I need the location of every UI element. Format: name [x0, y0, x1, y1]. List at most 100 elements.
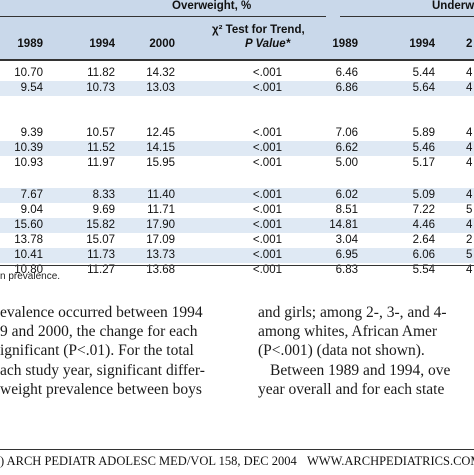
col-header-ow-1994: 1994	[89, 38, 115, 50]
cell-uw-1989: 14.81	[329, 219, 358, 231]
cell-uw-1994: 6.06	[412, 249, 435, 261]
cell-uw-1989: 3.04	[335, 234, 358, 246]
cell-ow-1994: 15.07	[86, 234, 115, 246]
cell-ow-2000: 17.90	[146, 219, 175, 231]
table-row: 10.39 11.52 14.15 <.001 6.62 5.46 4	[0, 141, 474, 156]
table-row: 7.67 8.33 11.40 <.001 6.02 5.09 4	[0, 188, 474, 203]
cell-ow-1994: 8.33	[92, 189, 115, 201]
trend-header-line1: χ² Test for Trend,	[212, 24, 305, 36]
cell-ow-2000: 13.03	[146, 82, 175, 94]
cell-uw-2000: 5	[466, 204, 473, 216]
cell-trend-p: <.001	[252, 67, 282, 79]
cell-ow-1989: 10.39	[14, 142, 43, 154]
cell-uw-1994: 5.54	[412, 264, 435, 276]
cell-ow-1994: 11.73	[87, 249, 115, 261]
cell-ow-1994: 15.82	[86, 219, 115, 231]
cell-ow-1989: 10.80	[14, 264, 43, 276]
cell-uw-1989: 6.86	[335, 82, 358, 94]
table-row: 13.78 15.07 17.09 <.001 3.04 2.64 2	[0, 233, 474, 248]
table-row: 15.60 15.82 17.90 <.001 14.81 4.46 4	[0, 218, 474, 233]
cell-ow-1994: 11.27	[87, 264, 115, 276]
data-table: Overweight, % Underw 1989 1994 2000 χ² T…	[0, 0, 474, 282]
running-footer: ) ARCH PEDIATR ADOLESC MED/VOL 158, DEC …	[0, 449, 474, 475]
cell-trend-p: <.001	[252, 249, 282, 261]
cell-ow-1989: 9.39	[20, 127, 43, 139]
cell-uw-1989: 6.83	[335, 264, 358, 276]
cell-trend-p: <.001	[252, 157, 282, 169]
group-rule-underweight	[340, 16, 474, 17]
cell-ow-1989: 9.04	[20, 204, 43, 216]
table-row: 10.80 11.27 13.68 <.001 6.83 5.54 4	[0, 263, 474, 278]
cell-uw-1989: 6.95	[335, 249, 358, 261]
cell-uw-2000: 4	[466, 264, 473, 276]
table-footnote: n prevalence.	[0, 271, 61, 282]
cell-uw-2000: 4	[466, 189, 473, 201]
table-bottom-rule	[0, 265, 474, 266]
body-line: weight prevalence between boys	[0, 381, 202, 398]
cell-uw-2000: 4	[466, 82, 473, 94]
cell-uw-1994: 4.46	[412, 219, 435, 231]
cell-ow-2000: 13.68	[146, 264, 175, 276]
cell-ow-2000: 13.73	[146, 249, 175, 261]
group-header-underweight: Underw	[432, 0, 474, 12]
cell-trend-p: <.001	[252, 264, 282, 276]
table-row: 10.93 11.97 15.95 <.001 5.00 5.17 4	[0, 156, 474, 171]
cell-uw-1989: 6.62	[335, 142, 358, 154]
trend-header-line2: P Value*	[245, 38, 291, 50]
cell-uw-2000: 4	[466, 219, 473, 231]
cell-ow-1994: 9.69	[92, 204, 115, 216]
cell-trend-p: <.001	[252, 142, 282, 154]
cell-ow-1989: 13.78	[14, 234, 43, 246]
cell-ow-1994: 11.52	[87, 142, 115, 154]
cell-ow-2000: 14.15	[146, 142, 175, 154]
cell-uw-1994: 5.46	[412, 142, 435, 154]
col-header-trend: χ² Test for Trend,	[212, 24, 305, 36]
col-header-ow-2000: 2000	[149, 38, 175, 50]
running-footer-right: WWW.ARCHPEDIATRICS.COM	[307, 454, 474, 468]
cell-uw-2000: 4	[466, 142, 473, 154]
cell-uw-2000: 4	[466, 67, 473, 79]
table-row: 9.54 10.73 13.03 <.001 6.86 5.64 4	[0, 81, 474, 96]
body-line: Between 1989 and 1994, ove	[270, 362, 451, 379]
col-header-uw-2000: 2	[466, 38, 473, 50]
body-line: and girls; among 2-, 3-, and 4-	[258, 304, 447, 321]
col-header-uw-1994: 1994	[409, 38, 435, 50]
table-row: 9.04 9.69 11.71 <.001 8.51 7.22 5	[0, 203, 474, 218]
group-rule-overweight	[0, 16, 326, 17]
cell-ow-1989: 10.93	[14, 157, 43, 169]
header-bottom-rule	[0, 59, 474, 61]
cell-ow-1994: 10.57	[86, 127, 115, 139]
cell-uw-2000: 5	[466, 249, 473, 261]
body-line: (P<.001) (data not shown).	[258, 342, 425, 359]
table-header-band	[0, 0, 474, 60]
cell-uw-1994: 5.44	[412, 67, 435, 79]
cell-ow-1989: 10.70	[14, 67, 43, 79]
table-row: 10.41 11.73 13.73 <.001 6.95 6.06 5	[0, 248, 474, 263]
cell-ow-1989: 9.54	[20, 82, 43, 94]
cell-uw-1994: 5.09	[412, 189, 435, 201]
cell-trend-p: <.001	[252, 127, 282, 139]
cell-ow-1994: 11.97	[87, 157, 115, 169]
cell-uw-1994: 2.64	[412, 234, 435, 246]
cell-uw-1994: 5.89	[412, 127, 435, 139]
body-line: ignificant (P<.01). For the total	[0, 342, 194, 359]
cell-ow-1994: 10.73	[86, 82, 115, 94]
body-line: ach study year, significant differ-	[0, 362, 205, 379]
cell-trend-p: <.001	[252, 204, 282, 216]
body-line: among whites, African Amer	[258, 323, 438, 340]
cell-uw-1989: 6.02	[335, 189, 358, 201]
cell-ow-2000: 14.32	[146, 67, 175, 79]
cell-ow-2000: 15.95	[146, 157, 175, 169]
cell-ow-1994: 11.82	[87, 67, 115, 79]
running-footer-left: ) ARCH PEDIATR ADOLESC MED/VOL 158, DEC …	[0, 454, 297, 468]
cell-uw-2000: 4	[466, 127, 473, 139]
cell-ow-2000: 17.09	[146, 234, 175, 246]
cell-ow-2000: 11.71	[147, 204, 175, 216]
body-line: evalence occurred between 1994	[0, 304, 203, 321]
cell-ow-2000: 12.45	[146, 127, 175, 139]
cell-uw-1989: 6.46	[335, 67, 358, 79]
cell-uw-1994: 7.22	[412, 204, 435, 216]
group-header-overweight: Overweight, %	[172, 0, 252, 12]
cell-ow-1989: 7.67	[20, 189, 43, 201]
cell-uw-1994: 5.64	[412, 82, 435, 94]
